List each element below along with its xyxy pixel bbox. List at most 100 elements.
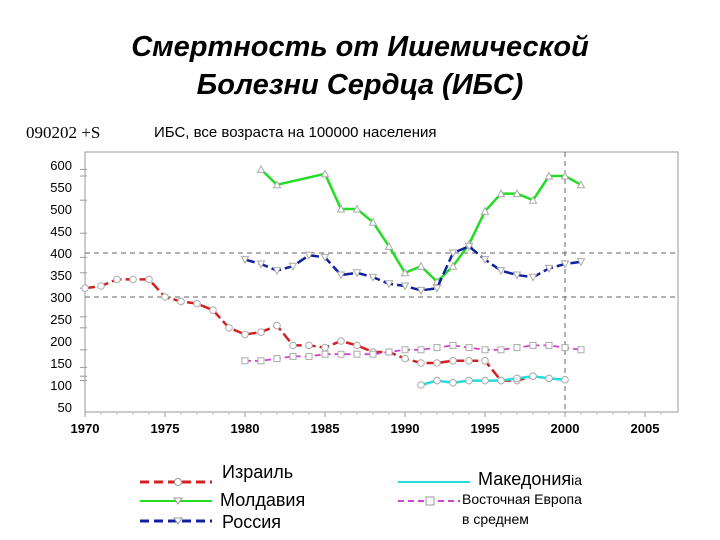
legend-label-moldova: Молдавия (220, 490, 306, 510)
point-s2-1982 (272, 267, 282, 276)
point-s2-1980 (240, 256, 250, 265)
y-tick-label-300: 300 (50, 290, 72, 305)
title-line-1: Смертность от Ишемической (131, 31, 589, 63)
point-s4-1996 (497, 346, 505, 354)
point-s2-1994 (464, 242, 474, 251)
point-s1-1990 (400, 268, 410, 277)
point-s4-1997 (513, 344, 521, 352)
legend-label-macedonia-text: Македония (478, 469, 572, 489)
point-s0-1978 (209, 306, 217, 315)
x-tick-label-1990: 1990 (391, 421, 420, 436)
point-s0-1991 (417, 359, 425, 367)
y-tick-label-250: 250 (50, 312, 72, 327)
point-s2-2001 (576, 258, 586, 267)
point-s0-1980 (241, 330, 249, 339)
point-s4-1980 (241, 357, 249, 365)
point-s2-1998 (528, 273, 538, 282)
point-s4-1981 (257, 357, 265, 365)
legend-label-macedonia: Македонияia (478, 469, 582, 490)
point-s4-1987 (353, 350, 361, 358)
series-line-4 (245, 344, 582, 362)
point-s1-1999 (544, 171, 554, 180)
y-tick-label-550: 550 (50, 180, 72, 195)
y-tick-label-50: 50 (58, 400, 72, 415)
point-s3-1999 (545, 374, 553, 383)
point-s2-1991 (416, 286, 426, 295)
series-line-2 (244, 244, 582, 292)
point-s1-1993 (448, 261, 458, 270)
point-s3-1997 (513, 374, 521, 383)
point-s0-1979 (225, 324, 233, 332)
point-s1-1997 (512, 189, 522, 198)
point-s0-1984 (305, 341, 313, 350)
point-s0-1981 (257, 328, 265, 337)
chart-title: ИБС, все возраста на 100000 населения (154, 124, 437, 141)
point-s3-1993 (449, 379, 457, 387)
point-s2-1987 (352, 269, 362, 278)
point-s0-1987 (353, 341, 361, 350)
point-s4-1988 (369, 350, 377, 358)
point-s0-1990 (401, 354, 409, 363)
y-tick-label-450: 450 (50, 224, 72, 239)
point-s4-1989 (385, 348, 393, 356)
point-s0-1975 (161, 293, 169, 301)
point-s3-1995 (481, 376, 489, 385)
point-s1-1987 (352, 204, 362, 213)
point-s2-1985 (320, 253, 330, 262)
point-s0-1972 (113, 275, 121, 284)
point-s1-1989 (384, 241, 394, 250)
legend-label-macedonia-tail: ia (571, 472, 583, 488)
point-s2-1996 (496, 267, 506, 276)
point-s1-2000 (560, 171, 570, 180)
y-tick-label-400: 400 (50, 246, 72, 261)
point-s0-1993 (449, 357, 457, 365)
point-s4-1998 (529, 341, 537, 349)
point-s2-2000 (560, 260, 570, 269)
point-s4-2000 (561, 344, 569, 352)
x-tick-label-1980: 1980 (231, 421, 260, 436)
x-tick-label-2005: 2005 (631, 421, 660, 436)
legend-label-russia: Россия (222, 512, 282, 532)
point-s2-1992 (432, 284, 442, 293)
legend-russia-marker (140, 517, 212, 525)
legend-label-east-europe-1: Восточная Европа (462, 491, 582, 507)
y-tick-label-500: 500 (50, 202, 72, 217)
x-tick-label-1975: 1975 (151, 421, 180, 436)
point-s0-1976 (177, 297, 185, 306)
point-s0-1983 (289, 341, 297, 350)
point-s4-1991 (417, 346, 425, 354)
point-s0-1995 (481, 357, 489, 365)
point-s1-1986 (336, 204, 346, 213)
point-s2-1986 (336, 271, 346, 280)
point-s3-1992 (433, 376, 441, 385)
point-s3-1991 (417, 381, 425, 389)
y-tick-label-150: 150 (50, 356, 72, 371)
point-s4-1992 (433, 344, 441, 352)
point-s4-1982 (273, 355, 281, 363)
page-title: Смертность от Ишемической Болезни Сердца… (0, 28, 720, 104)
point-s4-1990 (401, 346, 409, 354)
point-s4-2001 (577, 346, 585, 354)
point-s2-1981 (256, 260, 266, 269)
plot-frame (84, 151, 679, 413)
point-s2-1988 (368, 273, 378, 282)
x-tick-label-2000: 2000 (551, 421, 580, 436)
x-tick-label-1995: 1995 (471, 421, 500, 436)
legend-israel-marker (140, 478, 212, 486)
point-s4-1986 (337, 350, 345, 358)
series-line-3 (420, 374, 566, 387)
y-tick-label-350: 350 (50, 268, 72, 283)
point-s1-2001 (576, 180, 586, 189)
point-s1-1985 (320, 169, 330, 178)
point-s1-1991 (416, 261, 426, 270)
point-s2-1999 (544, 264, 554, 273)
point-s2-1989 (384, 280, 394, 289)
point-s2-1997 (512, 271, 522, 280)
x-tick-label-1985: 1985 (311, 421, 340, 436)
point-s0-1992 (433, 359, 441, 367)
point-s2-1984 (304, 251, 314, 260)
point-s0-1973 (129, 275, 137, 284)
legend-label-israel: Израиль (222, 462, 294, 482)
